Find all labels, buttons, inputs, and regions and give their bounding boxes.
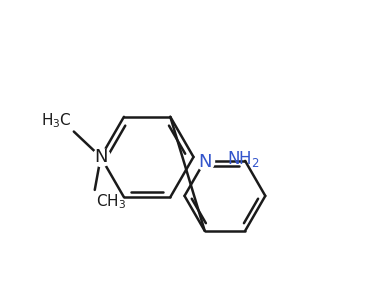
Text: NH$_2$: NH$_2$ (227, 149, 260, 169)
Text: H$_3$C: H$_3$C (41, 111, 71, 130)
Text: N: N (94, 148, 108, 166)
Text: N: N (198, 153, 212, 172)
Text: CH$_3$: CH$_3$ (96, 192, 126, 211)
